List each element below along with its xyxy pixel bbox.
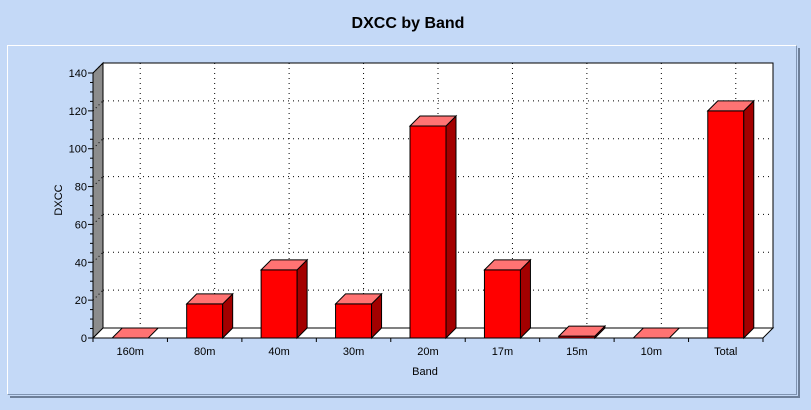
- y-axis-label: DXCC: [53, 184, 65, 215]
- x-tick-label: 10m: [641, 346, 662, 358]
- x-tick-label: 15m: [566, 346, 587, 358]
- bar-top-160m: [111, 327, 160, 339]
- y-tick-label: 60: [75, 219, 87, 231]
- bar-30m: [335, 303, 373, 339]
- y-tick-label: 80: [75, 182, 87, 194]
- bar-Total: [707, 110, 745, 339]
- plot-area: 0 20 40 60 80 100 120 140 160m 80m 40m 30m 20m 17m 15m…: [69, 61, 775, 358]
- x-tick-label: 40m: [268, 346, 289, 358]
- chart-frame: [7, 45, 797, 395]
- x-axis-label: Band: [412, 366, 438, 378]
- x-tick-label: Total: [714, 346, 737, 358]
- chart-frame-shadow: [10, 48, 800, 398]
- bar-side-Total: [743, 99, 755, 340]
- y-tick-label: 140: [69, 68, 87, 80]
- left-wall: [92, 61, 104, 340]
- y-tick-label: 20: [75, 295, 87, 307]
- bar-80m: [186, 303, 224, 339]
- bar-side-40m: [296, 258, 308, 340]
- y-tick-label: 100: [69, 144, 87, 156]
- x-tick-label: 30m: [343, 346, 364, 358]
- x-tick-label: 17m: [492, 346, 513, 358]
- y-tick-label: 120: [69, 106, 87, 118]
- bar-side-20m: [445, 114, 457, 340]
- bar-40m: [260, 269, 298, 339]
- bar-top-30m: [334, 293, 383, 305]
- x-tick-label: 20m: [417, 346, 438, 358]
- bar-top-10m: [632, 327, 681, 339]
- x-tick-label: 80m: [194, 346, 215, 358]
- bar-top-15m: [557, 325, 607, 337]
- y-tick-label: 0: [81, 333, 87, 345]
- bar-top-80m: [185, 293, 234, 305]
- bar-side-17m: [519, 258, 531, 340]
- bar-17m: [483, 269, 521, 339]
- bar-top-Total: [706, 100, 755, 112]
- bar-20m: [409, 125, 447, 339]
- bar-top-40m: [259, 259, 309, 271]
- y-tick-label: 40: [75, 257, 87, 269]
- chart-title: DXCC by Band: [352, 15, 465, 32]
- x-tick-label: 160m: [116, 346, 144, 358]
- bar-top-17m: [483, 259, 532, 271]
- bar-top-20m: [408, 115, 458, 127]
